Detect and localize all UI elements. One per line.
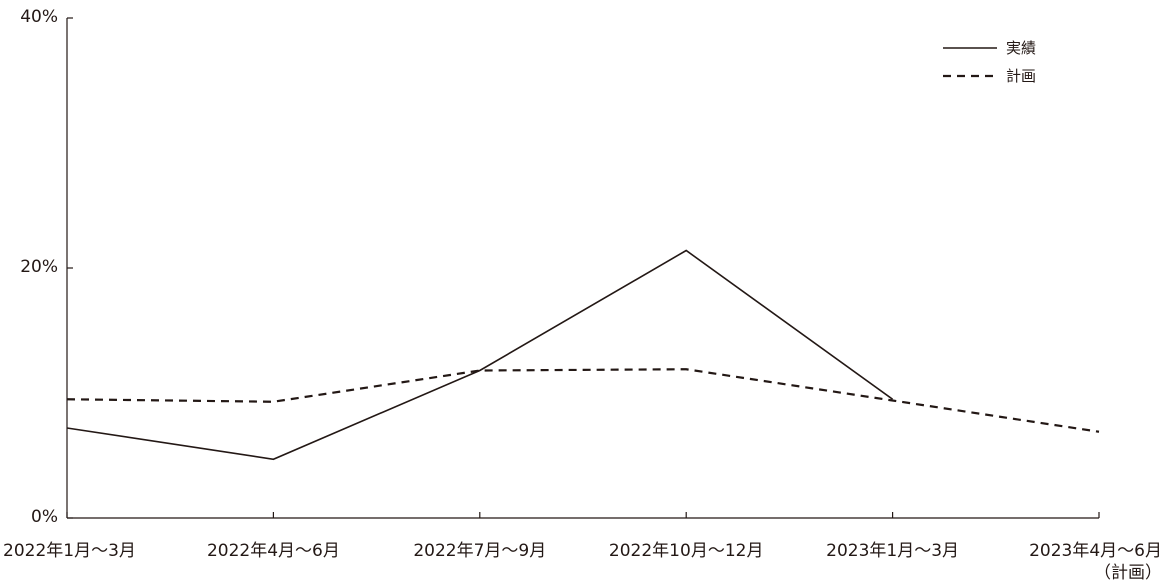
series-line-actual xyxy=(66,249,894,461)
legend-label-actual: 実績 xyxy=(1006,39,1036,57)
x-tick-label: 2022年7月〜9月 xyxy=(413,541,546,561)
x-tick-label: 2023年1月〜3月 xyxy=(826,541,959,561)
y-ticks: 0% 20% 40% xyxy=(20,7,73,527)
chart-axes xyxy=(66,18,1099,519)
series-layer xyxy=(66,249,1100,461)
x-tick-label: 2022年10月〜12月 xyxy=(609,541,764,561)
legend-item-plan: 計画 xyxy=(943,67,1036,85)
legend-label-plan: 計画 xyxy=(1006,67,1036,85)
x-tick-label: 2022年1月〜3月 xyxy=(3,541,136,561)
y-tick-label: 0% xyxy=(31,507,58,527)
x-tick-label: 2023年4月〜6月 xyxy=(1029,541,1162,561)
legend-item-actual: 実績 xyxy=(943,39,1036,57)
series-line-plan xyxy=(66,368,1100,433)
y-tick-label: 20% xyxy=(20,257,58,277)
x-ticks: 2022年1月〜3月 2022年4月〜6月 2022年7月〜9月 2022年10月〜1… xyxy=(3,512,1162,583)
y-tick-label: 40% xyxy=(20,7,58,27)
x-tick-label-note: （計画） xyxy=(1094,563,1162,583)
x-tick-label: 2022年4月〜6月 xyxy=(207,541,340,561)
chart-legend: 実績 計画 xyxy=(943,39,1036,85)
